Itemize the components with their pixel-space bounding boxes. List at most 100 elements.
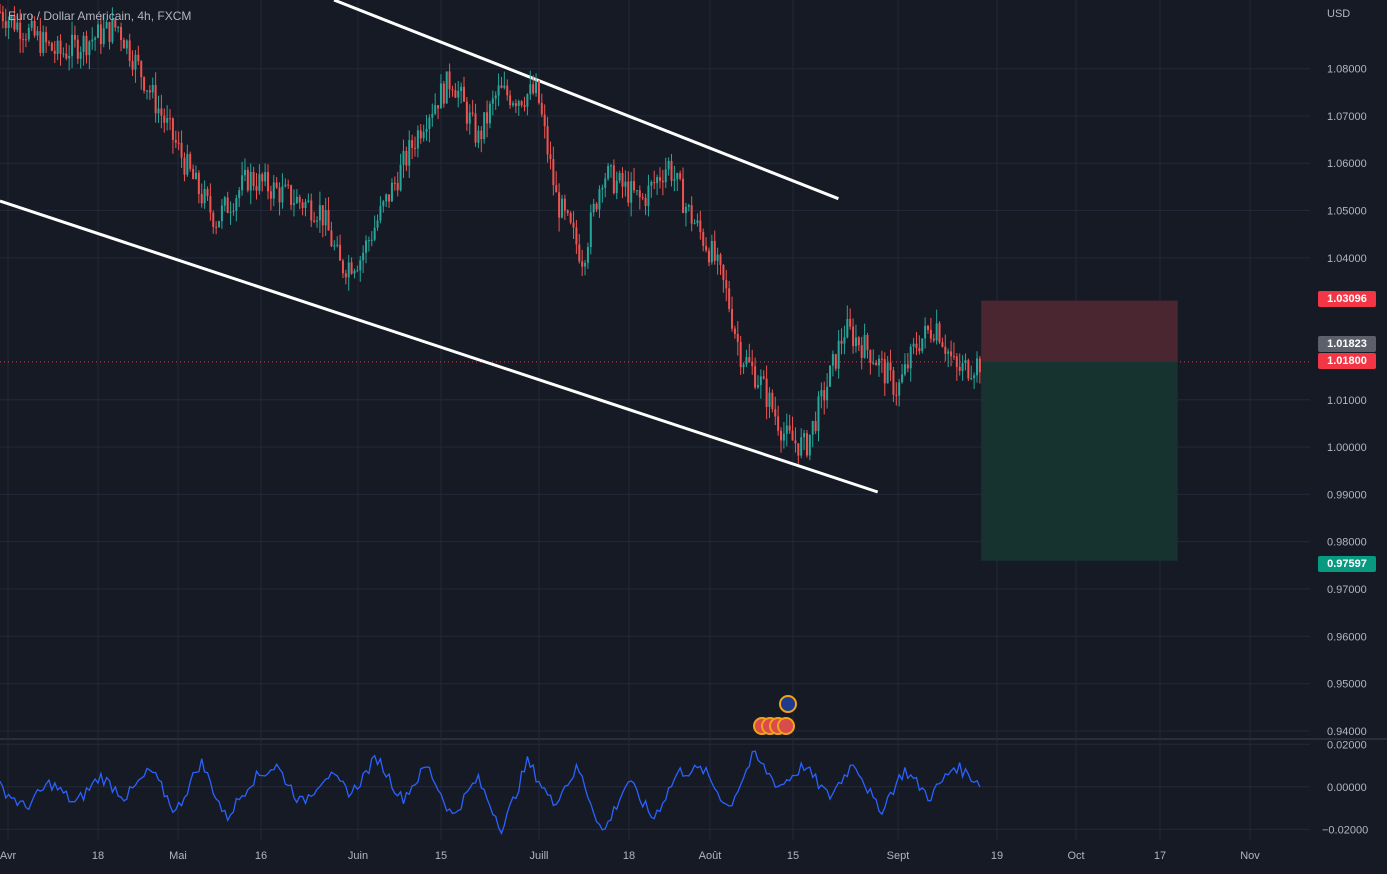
price-tick-label: 1.01000 <box>1327 395 1367 407</box>
candle-body <box>846 319 849 338</box>
candle-body <box>829 365 832 387</box>
candle-body <box>347 262 350 278</box>
candle-body <box>883 359 886 384</box>
candle-body <box>194 172 197 180</box>
price-tick-label: 1.08000 <box>1327 64 1367 76</box>
candle-body <box>414 147 417 149</box>
candle-body <box>702 231 705 246</box>
candle-body <box>206 188 209 197</box>
candle-body <box>367 240 370 242</box>
current-price-label: 1.01823 <box>1318 336 1376 352</box>
candle-body <box>310 200 313 221</box>
candle-body <box>376 220 379 228</box>
candle-body <box>578 244 581 262</box>
candle-body <box>843 337 846 344</box>
candle-body <box>278 187 281 203</box>
candle-body <box>961 363 964 371</box>
candle-body <box>742 364 745 368</box>
oscillator-tick-label: 0.00000 <box>1327 782 1367 794</box>
candle-body <box>650 182 653 186</box>
candle-body <box>27 27 30 40</box>
candle-body <box>416 130 419 149</box>
price-tick-label: 0.95000 <box>1327 679 1367 691</box>
candle-body <box>696 220 699 224</box>
candle-body <box>437 105 440 109</box>
us-flag-icon[interactable] <box>777 717 795 735</box>
candle-body <box>249 171 252 191</box>
candle-body <box>955 356 958 367</box>
candle-body <box>840 340 843 344</box>
symbol-title[interactable]: Euro / Dollar Américain, 4h, FXCM <box>8 9 192 23</box>
candle-body <box>788 425 791 431</box>
candle-body <box>751 361 754 367</box>
time-tick-label: 15 <box>435 850 447 862</box>
candle-body <box>359 260 362 271</box>
candle-body <box>748 357 751 362</box>
candle-body <box>252 171 255 187</box>
candle-body <box>220 205 223 222</box>
candle-body <box>506 85 509 96</box>
candle-body <box>428 117 431 129</box>
candle-body <box>96 24 99 38</box>
candle-body <box>353 270 356 274</box>
candle-body <box>272 182 275 199</box>
time-tick-label: Juin <box>348 850 368 862</box>
candle-body <box>638 190 641 198</box>
candle-body <box>690 205 693 224</box>
candle-body <box>682 178 685 213</box>
candle-body <box>503 85 506 88</box>
candle-body <box>546 126 549 155</box>
candle-body <box>0 11 1 13</box>
candle-body <box>134 54 137 70</box>
candle-body <box>595 203 598 210</box>
time-tick-label: 18 <box>623 850 635 862</box>
candle-body <box>88 41 91 56</box>
lower-channel-line <box>0 199 879 494</box>
candle-body <box>630 181 633 203</box>
candle-body <box>938 323 941 343</box>
price-tick-label: 0.94000 <box>1327 726 1367 738</box>
candle-body <box>463 86 466 102</box>
candle-body <box>898 382 901 396</box>
stop-loss-price-label: 1.03096 <box>1318 291 1376 307</box>
candle-body <box>670 160 673 181</box>
candle-body <box>465 101 468 124</box>
candle-body <box>157 108 160 114</box>
candle-body <box>924 325 927 339</box>
currency-label: USD <box>1327 8 1351 20</box>
candle-body <box>529 84 532 95</box>
candle-body <box>145 90 148 92</box>
candle-body <box>200 193 203 204</box>
candle-body <box>759 376 762 386</box>
candle-body <box>316 220 319 222</box>
candle-body <box>592 203 595 213</box>
candle-body <box>76 39 79 59</box>
candle-body <box>601 187 604 190</box>
candle-body <box>264 172 267 182</box>
candle-body <box>42 32 45 53</box>
candle-body <box>192 168 195 180</box>
candle-body <box>290 185 293 205</box>
candle-body <box>341 260 344 274</box>
candle-body <box>411 140 414 148</box>
candle-body <box>169 118 172 120</box>
candle-body <box>566 210 569 214</box>
candle-body <box>373 227 376 240</box>
candle-body <box>174 139 177 143</box>
candle-body <box>973 375 976 379</box>
candle-body <box>958 366 961 371</box>
candle-body <box>339 244 342 261</box>
candle-body <box>284 184 287 187</box>
candle-body <box>520 101 523 106</box>
time-tick-label: Oct <box>1067 850 1084 862</box>
candle-body <box>633 181 636 191</box>
candle-body <box>647 185 650 206</box>
candle-body <box>586 247 589 263</box>
candle-body <box>448 71 451 90</box>
take-profit-zone <box>981 361 1178 561</box>
candle-body <box>707 250 710 263</box>
eu-flag-icon[interactable] <box>779 695 797 713</box>
candle-body <box>321 205 324 226</box>
